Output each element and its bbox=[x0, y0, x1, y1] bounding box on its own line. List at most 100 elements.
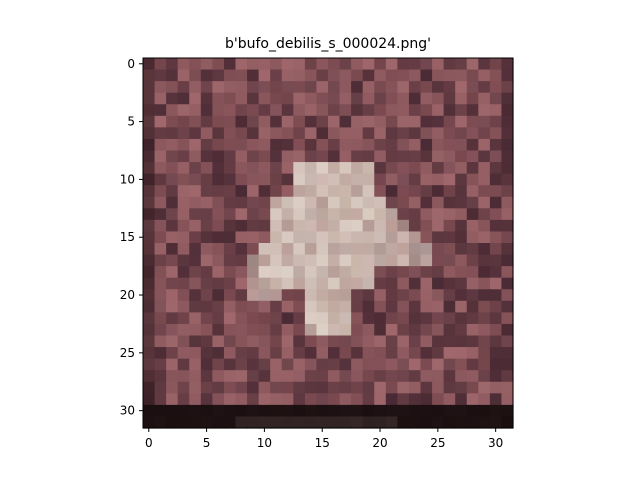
image-pixel bbox=[200, 243, 213, 256]
image-pixel bbox=[420, 277, 433, 290]
image-pixel bbox=[200, 347, 213, 360]
image-pixel bbox=[362, 127, 375, 140]
image-pixel bbox=[501, 231, 514, 244]
image-pixel bbox=[339, 381, 352, 394]
image-pixel bbox=[501, 312, 514, 325]
image-pixel bbox=[455, 312, 468, 325]
image-pixel bbox=[362, 358, 375, 371]
image-pixel bbox=[501, 370, 514, 383]
image-pixel bbox=[489, 92, 503, 105]
image-pixel bbox=[328, 92, 341, 105]
image-pixel bbox=[408, 81, 422, 94]
image-pixel bbox=[466, 323, 479, 337]
image-pixel bbox=[443, 243, 456, 256]
image-pixel bbox=[374, 358, 387, 371]
image-pixel bbox=[351, 300, 364, 313]
image-pixel bbox=[189, 416, 202, 429]
image-pixel bbox=[374, 323, 387, 337]
image-pixel bbox=[281, 370, 294, 383]
image-pixel bbox=[466, 404, 479, 418]
image-pixel bbox=[501, 127, 514, 140]
image-pixel bbox=[420, 370, 433, 383]
image-pixel bbox=[432, 219, 445, 233]
image-pixel bbox=[478, 266, 491, 279]
image-pixel bbox=[478, 173, 491, 186]
image-pixel bbox=[328, 58, 341, 71]
image-pixel bbox=[455, 104, 468, 117]
image-pixel bbox=[316, 173, 329, 186]
image-pixel bbox=[385, 300, 398, 313]
chart-title: b'bufo_debilis_s_000024.png' bbox=[225, 36, 431, 52]
image-pixel bbox=[235, 277, 248, 290]
image-pixel bbox=[223, 323, 237, 337]
image-pixel bbox=[247, 150, 260, 163]
image-pixel bbox=[408, 92, 422, 105]
image-pixel bbox=[270, 323, 283, 337]
image-pixel bbox=[443, 196, 456, 209]
image-pixel bbox=[223, 416, 237, 429]
image-pixel bbox=[385, 219, 398, 233]
image-pixel bbox=[247, 231, 260, 244]
image-pixel bbox=[374, 208, 387, 221]
image-pixel bbox=[212, 381, 225, 394]
image-pixel bbox=[316, 138, 329, 152]
image-pixel bbox=[200, 69, 213, 82]
image-pixel bbox=[466, 358, 479, 371]
image-pixel bbox=[247, 162, 260, 175]
image-pixel bbox=[408, 358, 422, 371]
image-pixel bbox=[293, 185, 306, 198]
image-pixel bbox=[281, 69, 294, 82]
image-pixel bbox=[270, 69, 283, 82]
image-pixel bbox=[328, 323, 341, 337]
image-pixel bbox=[293, 289, 306, 302]
image-pixel bbox=[501, 266, 514, 279]
image-pixel bbox=[408, 370, 422, 383]
image-pixel bbox=[455, 416, 468, 429]
image-pixel bbox=[235, 381, 248, 394]
image-pixel bbox=[397, 138, 410, 152]
image-pixel bbox=[177, 335, 190, 348]
image-pixel bbox=[408, 196, 422, 209]
image-pixel bbox=[154, 150, 167, 163]
image-pixel bbox=[189, 335, 202, 348]
image-pixel bbox=[374, 254, 387, 267]
image-pixel bbox=[293, 347, 306, 360]
image-pixel bbox=[189, 69, 202, 82]
image-pixel bbox=[351, 185, 364, 198]
image-pixel bbox=[501, 323, 514, 337]
image-pixel bbox=[328, 266, 341, 279]
image-pixel bbox=[455, 150, 468, 163]
image-pixel bbox=[304, 92, 318, 105]
image-pixel bbox=[304, 404, 318, 418]
image-pixel bbox=[270, 196, 283, 209]
image-pixel bbox=[177, 231, 190, 244]
image-pixel bbox=[362, 115, 375, 128]
image-pixel bbox=[247, 138, 260, 152]
image-pixel bbox=[270, 81, 283, 94]
image-pixel bbox=[200, 208, 213, 221]
image-pixel bbox=[166, 150, 179, 163]
image-pixel bbox=[189, 196, 202, 209]
image-pixel bbox=[154, 266, 167, 279]
image-pixel bbox=[489, 115, 503, 128]
image-pixel bbox=[489, 312, 503, 325]
image-pixel bbox=[374, 243, 387, 256]
image-pixel bbox=[385, 393, 398, 406]
image-pixel bbox=[316, 231, 329, 244]
image-pixel bbox=[154, 127, 167, 140]
image-pixel bbox=[247, 312, 260, 325]
image-pixel bbox=[235, 104, 248, 117]
image-pixel bbox=[362, 104, 375, 117]
image-pixel bbox=[432, 173, 445, 186]
image-pixel bbox=[328, 416, 341, 429]
y-tick-label: 15 bbox=[120, 230, 135, 244]
image-pixel bbox=[328, 185, 341, 198]
image-pixel bbox=[177, 277, 190, 290]
image-pixel bbox=[177, 347, 190, 360]
image-pixel bbox=[304, 416, 318, 429]
image-pixel bbox=[143, 300, 156, 313]
image-pixel bbox=[432, 323, 445, 337]
image-pixel bbox=[443, 219, 456, 233]
image-pixel bbox=[200, 254, 213, 267]
image-pixel bbox=[455, 127, 468, 140]
